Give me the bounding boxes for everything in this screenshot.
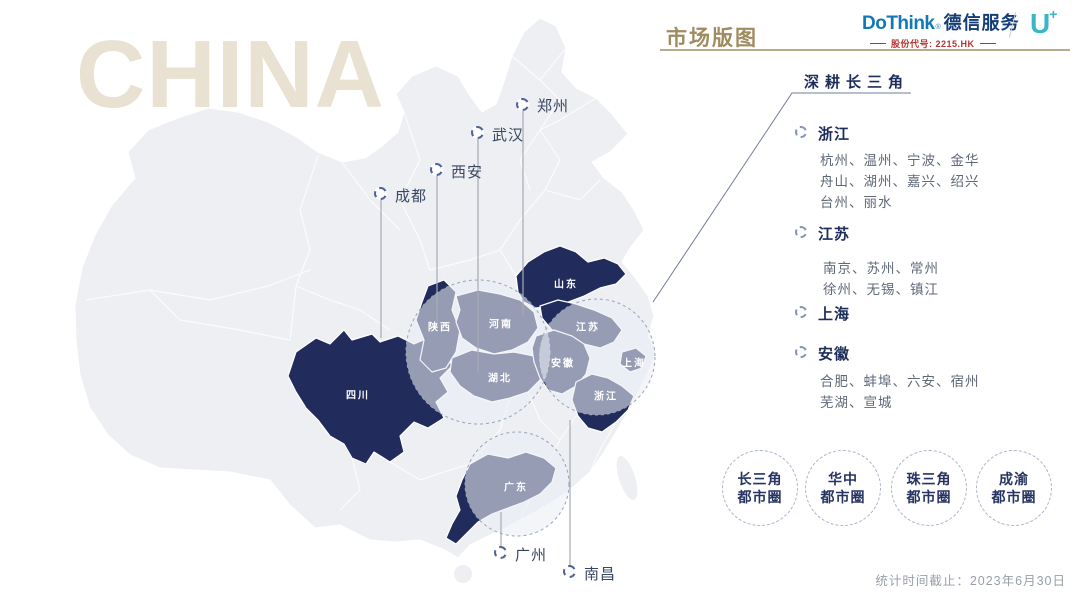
metro-line2: 都市圈 — [737, 489, 783, 505]
stock-code: 股份代号: 2215.HK — [891, 39, 975, 49]
section-cities-zhejiang: 杭州、温州、宁波、金华 舟山、湖州、嘉兴、绍兴 台州、丽水 — [820, 150, 980, 213]
uplus-u: U — [1030, 8, 1051, 39]
logo-brand-en: DoThink — [862, 13, 935, 34]
province-label-henan: 河南 — [489, 319, 513, 331]
city-line: 徐州、无锡、镇江 — [823, 282, 939, 297]
city-line: 杭州、温州、宁波、金华 — [820, 153, 980, 168]
metro-circle-chengyu: 成渝 都市圈 — [976, 450, 1052, 526]
province-label-anhui: 安徽 — [551, 358, 575, 370]
taiwan-shape — [616, 455, 638, 501]
city-line: 合肥、蚌埠、六安、宿州 — [820, 374, 980, 389]
uplus-logo: U+ — [1030, 6, 1057, 40]
metro-line2: 都市圈 — [991, 489, 1037, 505]
province-label-zhejiang: 浙江 — [594, 391, 618, 403]
province-label-shandong: 山东 — [554, 279, 578, 291]
city-marker-icon — [430, 163, 443, 176]
bullet-ring-icon — [795, 306, 807, 318]
company-logo: DoThink ® 德信服务 股份代号: 2215.HK — [862, 9, 1022, 50]
city-line: 南京、苏州、常州 — [823, 261, 939, 276]
city-line: 舟山、湖州、嘉兴、绍兴 — [820, 174, 980, 189]
uplus-plus-icon: + — [1049, 6, 1058, 22]
stock-dash-left — [870, 43, 886, 44]
city-label: 南昌 — [584, 566, 617, 583]
focus-circles — [405, 279, 656, 537]
header-divider-line — [660, 49, 1070, 51]
city-marker-icon — [471, 126, 484, 139]
province-label-jiangsu: 江苏 — [576, 322, 600, 334]
section-cities-anhui: 合肥、蚌埠、六安、宿州 芜湖、宣城 — [820, 371, 980, 413]
metro-line1: 华中 — [828, 471, 858, 487]
province-label-sichuan: 四川 — [346, 390, 370, 402]
city-label: 郑州 — [537, 98, 570, 115]
city-label: 成都 — [395, 188, 428, 205]
section-name-zhejiang: 浙江 — [818, 126, 851, 143]
metro-circle-yangtze: 长三角 都市圈 — [722, 450, 798, 526]
section-name-shanghai: 上海 — [818, 306, 851, 323]
metro-line2: 都市圈 — [906, 489, 952, 505]
province-label-shaanxi: 陕西 — [428, 322, 452, 334]
city-leader-lines — [380, 111, 571, 566]
province-label-hubei: 湖北 — [488, 373, 512, 385]
data-cutoff-note: 统计时间截止：2023年6月30日 — [875, 574, 1066, 588]
china-watermark: CHINA — [76, 21, 385, 128]
guangdong-focus-circle — [464, 431, 570, 537]
city-label: 西安 — [451, 164, 484, 181]
metro-line1: 长三角 — [737, 471, 783, 487]
bullet-ring-icon — [795, 226, 807, 238]
section-name-anhui: 安徽 — [818, 346, 851, 363]
city-line: 芜湖、宣城 — [820, 395, 893, 410]
page-title: 市场版图 — [666, 27, 758, 50]
province-label-guangdong: 广东 — [504, 482, 528, 494]
section-cities-jiangsu: 南京、苏州、常州 徐州、无锡、镇江 — [823, 258, 939, 300]
city-marker-icon — [374, 187, 387, 200]
china-outline — [74, 17, 657, 559]
section-name-jiangsu: 江苏 — [818, 226, 851, 243]
logo-brand-cn: 德信服务 — [943, 13, 1020, 33]
hainan-shape — [454, 565, 472, 583]
delta-focus-circle — [538, 298, 656, 416]
panel-leader-line — [652, 92, 911, 303]
bullet-ring-icon — [795, 126, 807, 138]
stock-dash-right — [979, 43, 996, 44]
city-line: 台州、丽水 — [820, 195, 893, 210]
stock-code-row: 股份代号: 2215.HK — [870, 37, 1022, 50]
metro-line1: 珠三角 — [906, 471, 952, 487]
city-marker-icon — [494, 546, 507, 559]
province-label-shanghai: 上海 — [622, 358, 646, 370]
panel-heading: 深耕长三角 — [804, 74, 910, 91]
bullet-ring-icon — [795, 346, 807, 358]
city-label: 广州 — [515, 547, 548, 564]
province-borders — [85, 47, 617, 521]
metro-circle-central: 华中 都市圈 — [805, 450, 881, 526]
registered-mark: ® — [935, 24, 941, 31]
metro-circle-pearl: 珠三角 都市圈 — [891, 450, 967, 526]
metro-line1: 成渝 — [999, 471, 1029, 487]
metro-line2: 都市圈 — [820, 489, 866, 505]
city-marker-icon — [563, 565, 576, 578]
city-label: 武汉 — [492, 127, 525, 144]
city-marker-icon — [516, 98, 529, 111]
